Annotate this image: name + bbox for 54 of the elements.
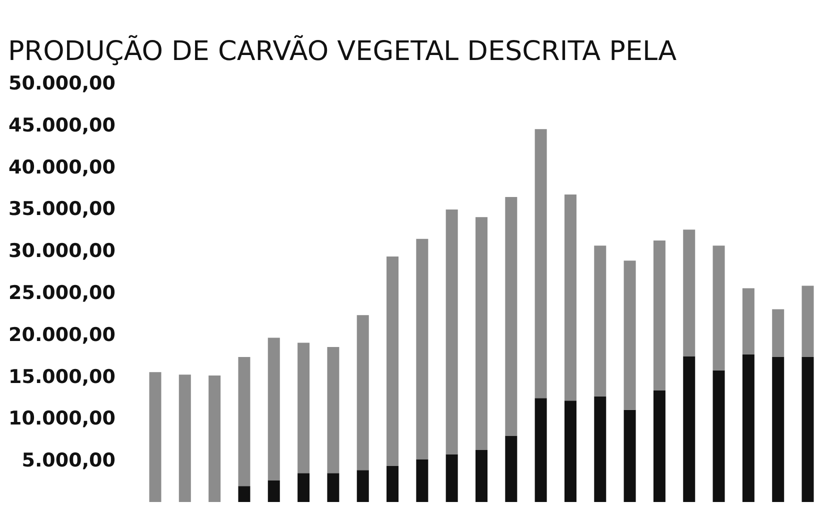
bar bbox=[742, 288, 754, 355]
bar bbox=[505, 436, 518, 502]
y-tick-label: 45.000,00 bbox=[8, 114, 116, 136]
bar bbox=[327, 473, 340, 502]
bar bbox=[564, 194, 576, 401]
bar bbox=[802, 286, 814, 358]
bar bbox=[416, 459, 428, 502]
bar bbox=[298, 342, 310, 474]
bar bbox=[178, 374, 191, 502]
bar bbox=[386, 466, 399, 502]
bar bbox=[772, 309, 784, 358]
bar bbox=[742, 354, 754, 502]
bar bbox=[386, 256, 399, 466]
y-tick-label: 50.000,00 bbox=[8, 72, 116, 94]
bar bbox=[356, 470, 369, 502]
bar bbox=[772, 357, 784, 502]
bar bbox=[476, 450, 488, 502]
bar bbox=[594, 396, 606, 502]
bar bbox=[712, 370, 725, 502]
bar bbox=[802, 357, 814, 502]
bar bbox=[268, 338, 280, 480]
bar bbox=[268, 480, 280, 502]
bar bbox=[683, 230, 696, 356]
bar bbox=[683, 356, 696, 502]
bar bbox=[298, 473, 310, 502]
bar bbox=[505, 196, 518, 436]
y-tick-label: 40.000,00 bbox=[8, 156, 116, 178]
bar bbox=[712, 246, 725, 370]
bar bbox=[327, 346, 340, 474]
bar bbox=[476, 217, 488, 450]
bar bbox=[653, 390, 666, 502]
y-tick-label: 10.000,00 bbox=[8, 408, 116, 430]
y-tick-label: 25.000,00 bbox=[8, 282, 116, 304]
bar bbox=[446, 210, 458, 454]
y-tick-label: 20.000,00 bbox=[8, 324, 116, 346]
y-tick-label: 35.000,00 bbox=[8, 198, 116, 220]
bar bbox=[624, 410, 636, 502]
bar bbox=[149, 372, 162, 502]
y-tick-label: 5.000,00 bbox=[22, 450, 116, 472]
bar bbox=[208, 375, 221, 502]
y-tick-label: 30.000,00 bbox=[8, 240, 116, 262]
bar bbox=[534, 398, 547, 502]
bar bbox=[416, 238, 428, 460]
bar bbox=[238, 486, 250, 502]
bar bbox=[534, 129, 547, 398]
bar bbox=[564, 400, 576, 502]
bar bbox=[446, 454, 458, 502]
bar bbox=[653, 240, 666, 391]
bar bbox=[594, 246, 606, 396]
bar bbox=[624, 260, 636, 410]
bar bbox=[356, 315, 369, 470]
chart-title: PRODUÇÃO DE CARVÃO VEGETAL DESCRITA PELA bbox=[8, 35, 678, 67]
y-tick-label: 15.000,00 bbox=[8, 366, 116, 388]
bar bbox=[238, 357, 250, 486]
